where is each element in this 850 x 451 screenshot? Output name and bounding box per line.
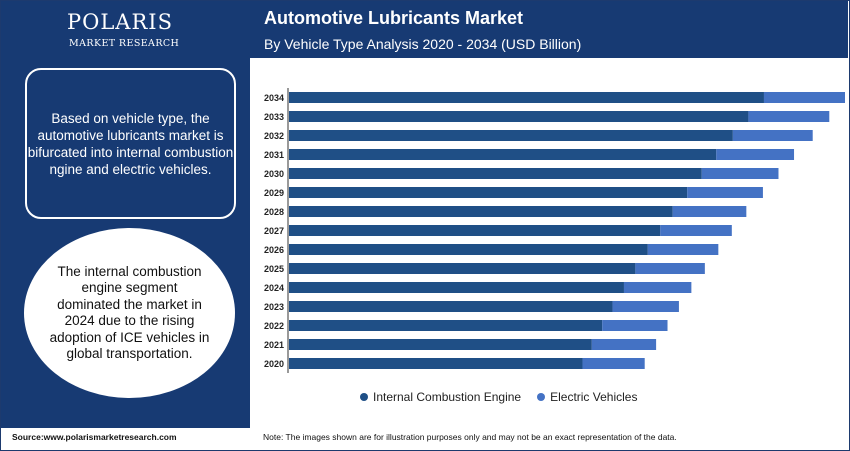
bar-ev xyxy=(763,92,845,103)
info-box-text: Based on vehicle type, the automotive lu… xyxy=(27,110,234,177)
disclaimer-note: Note: The images shown are for illustrat… xyxy=(263,432,677,442)
legend-swatch-ice xyxy=(360,393,368,401)
bar-ev xyxy=(647,244,719,255)
highlight-circle-text: The internal combustion engine segment d… xyxy=(49,263,210,362)
legend-label-ev: Electric Vehicles xyxy=(550,390,638,404)
y-tick-label: 2025 xyxy=(264,264,284,274)
bar-ev xyxy=(732,130,813,141)
bar-ice xyxy=(289,168,702,179)
bar-ev xyxy=(660,225,732,236)
y-tick-label: 2031 xyxy=(264,150,284,160)
legend-item-ice: Internal Combustion Engine xyxy=(360,390,521,404)
bar-ev xyxy=(635,263,705,274)
bar-ice xyxy=(289,282,624,293)
bar-ev xyxy=(672,206,747,217)
bar-ev xyxy=(623,282,692,293)
bar-ev xyxy=(582,358,645,369)
bar-ice xyxy=(289,301,613,312)
y-tick-label: 2030 xyxy=(264,169,284,179)
y-tick-label: 2027 xyxy=(264,226,284,236)
bar-ice xyxy=(289,263,636,274)
logo-tagline: MARKET RESEARCH xyxy=(69,38,180,49)
bar-ice xyxy=(289,339,592,350)
polaris-logo: POLARIS MARKET RESEARCH xyxy=(67,10,187,50)
bar-ev xyxy=(748,111,830,122)
bar-ice xyxy=(289,92,764,103)
y-tick-label: 2021 xyxy=(264,340,284,350)
bar-ev xyxy=(612,301,679,312)
y-tick-label: 2032 xyxy=(264,131,284,141)
y-tick-label: 2020 xyxy=(264,359,284,369)
bar-ev xyxy=(701,168,779,179)
logo-wordmark: POLARIS xyxy=(67,10,173,34)
y-tick-label: 2034 xyxy=(264,93,284,103)
bar-ice xyxy=(289,149,717,160)
legend-swatch-ev xyxy=(537,393,546,401)
info-box: Based on vehicle type, the automotive lu… xyxy=(25,68,236,219)
y-tick-label: 2022 xyxy=(264,321,284,331)
bar-ice xyxy=(289,187,688,198)
bar-ice xyxy=(289,206,673,217)
bar-ice xyxy=(289,358,583,369)
bar-ice xyxy=(289,244,648,255)
chart-title: Automotive Lubricants Market xyxy=(264,8,524,28)
y-tick-label: 2024 xyxy=(264,283,284,293)
stacked-bar-chart: 2034 2033 2032 2031 2030 2029 2028 2027 2026 2025… xyxy=(264,88,845,373)
legend-label-ice: Internal Combustion Engine xyxy=(373,390,522,404)
y-tick-label: 2033 xyxy=(264,112,284,122)
y-tick-label: 2023 xyxy=(264,302,284,312)
source-text: Source:www.polarismarketresearch.com xyxy=(12,432,177,442)
bar-ev xyxy=(591,339,657,350)
bar-ev xyxy=(716,149,795,160)
highlight-circle: The internal combustion engine segment d… xyxy=(24,228,235,398)
y-tick-label: 2026 xyxy=(264,245,284,255)
bar-ev xyxy=(687,187,763,198)
bar-ice xyxy=(289,225,661,236)
y-tick-label: 2029 xyxy=(264,188,284,198)
chart-subtitle: By Vehicle Type Analysis 2020 - 2034 (US… xyxy=(264,36,582,52)
bar-ice xyxy=(289,320,603,331)
header-band xyxy=(250,1,848,58)
y-tick-label: 2028 xyxy=(264,207,284,217)
legend: Internal Combustion Engine Electric Vehi… xyxy=(360,390,637,404)
bar-ice xyxy=(289,111,749,122)
bar-ice xyxy=(289,130,733,141)
bar-ev xyxy=(602,320,668,331)
legend-item-ev: Electric Vehicles xyxy=(537,390,637,404)
